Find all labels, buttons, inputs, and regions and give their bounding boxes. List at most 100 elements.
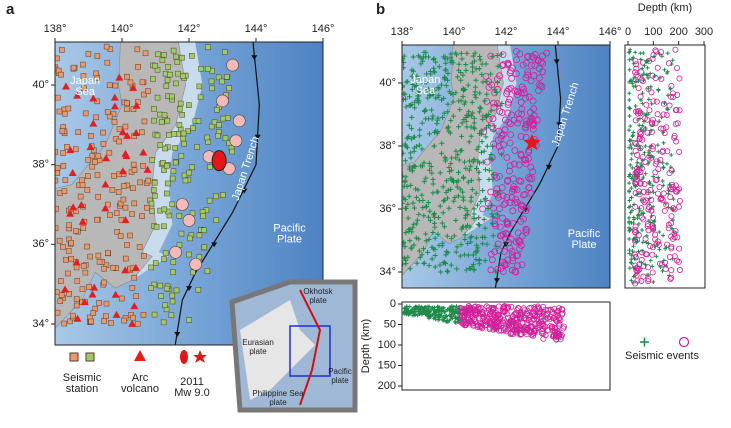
station xyxy=(140,312,147,318)
event-circle xyxy=(524,68,532,76)
event-plus xyxy=(431,143,437,149)
event-circle xyxy=(514,262,521,270)
event-circle xyxy=(504,59,512,67)
event-plus xyxy=(636,230,641,235)
station xyxy=(144,204,150,211)
event-plus xyxy=(638,146,643,151)
event-circle xyxy=(507,120,514,128)
legend-mechanism xyxy=(180,350,188,364)
event-circle xyxy=(634,265,641,272)
event-plus xyxy=(471,267,477,273)
event-circle xyxy=(531,62,539,69)
event-plus xyxy=(439,220,445,226)
content: 138° 140° 142° 144° 146°34°36°38°40°aJapanSe… xyxy=(6,1,713,413)
volcano xyxy=(123,131,132,139)
event-plus xyxy=(652,244,657,249)
event-circle xyxy=(632,226,639,233)
station xyxy=(114,229,120,235)
event-plus xyxy=(454,184,460,190)
event-plus xyxy=(451,198,457,204)
event-circle xyxy=(504,219,511,227)
event-circle xyxy=(652,160,659,167)
volcano xyxy=(73,91,82,99)
event-plus xyxy=(671,169,676,174)
event-plus xyxy=(435,308,440,313)
station xyxy=(219,78,225,85)
station xyxy=(103,43,110,50)
event-plus xyxy=(630,165,635,170)
station xyxy=(56,237,63,244)
volcano xyxy=(89,94,98,102)
station xyxy=(94,216,100,223)
event-circle xyxy=(668,167,675,174)
station xyxy=(122,123,129,130)
event-circle xyxy=(661,130,668,137)
event-plus xyxy=(430,181,436,187)
event-plus xyxy=(434,121,440,127)
event-plus xyxy=(628,142,633,147)
station xyxy=(59,128,66,134)
event-circle xyxy=(644,221,651,228)
event-plus xyxy=(466,265,472,271)
event-plus xyxy=(416,211,422,217)
event-circle xyxy=(459,314,466,321)
event-circle xyxy=(669,90,676,97)
event-plus xyxy=(427,131,433,137)
event-circle xyxy=(504,256,512,264)
event-plus xyxy=(421,213,427,219)
event-plus xyxy=(429,256,435,262)
station xyxy=(201,244,208,251)
event-circle xyxy=(522,74,530,82)
station xyxy=(181,140,187,147)
event-circle xyxy=(675,258,682,265)
event-plus xyxy=(628,124,633,129)
station xyxy=(169,93,175,100)
station xyxy=(134,46,141,53)
event-plus xyxy=(423,231,429,237)
event-plus xyxy=(427,167,433,173)
event-circle xyxy=(672,46,679,53)
station xyxy=(92,159,98,165)
event-circle xyxy=(501,261,509,269)
event-plus xyxy=(641,128,646,133)
event-plus xyxy=(416,198,422,204)
event-circle xyxy=(505,60,512,68)
event-plus xyxy=(454,52,460,58)
event-circle xyxy=(490,103,498,111)
event-circle xyxy=(502,199,509,207)
event-circle xyxy=(638,277,645,284)
event-circle xyxy=(649,116,656,123)
event-circle xyxy=(676,75,683,82)
event-plus xyxy=(431,56,437,62)
station xyxy=(55,165,61,171)
event-plus xyxy=(456,61,462,67)
station xyxy=(72,146,79,153)
station xyxy=(177,106,183,112)
event-plus xyxy=(473,190,479,196)
event-plus xyxy=(465,179,471,185)
event-circle xyxy=(509,313,516,320)
station xyxy=(73,264,80,271)
event-plus xyxy=(461,174,467,180)
event-circle xyxy=(500,303,507,310)
station xyxy=(117,200,124,207)
event-plus xyxy=(638,51,643,56)
event-plus xyxy=(633,50,638,55)
event-circle xyxy=(639,249,646,256)
station xyxy=(169,292,176,299)
event-plus xyxy=(465,241,471,247)
station xyxy=(163,190,170,197)
station xyxy=(58,292,65,298)
event-circle xyxy=(536,320,543,327)
event-circle xyxy=(500,61,507,68)
event-circle xyxy=(642,251,649,258)
event-plus xyxy=(439,306,444,311)
event-plus xyxy=(431,91,437,97)
event-plus xyxy=(402,306,407,311)
event-plus xyxy=(469,187,475,193)
event-plus xyxy=(480,241,486,247)
event-plus xyxy=(627,113,632,118)
event-plus xyxy=(430,113,436,119)
event-plus xyxy=(454,304,459,309)
inset-label: Philippine Sea xyxy=(252,389,304,398)
